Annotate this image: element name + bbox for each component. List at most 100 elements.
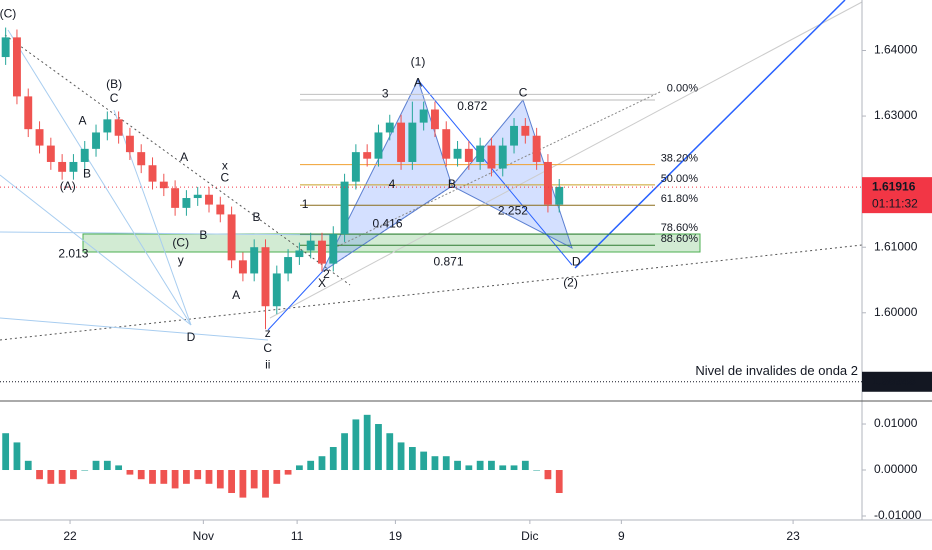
candle-body: [464, 148, 473, 162]
pitchfork-line: [0, 231, 331, 236]
histogram-bar: [408, 447, 416, 471]
x-tick-label: 11: [291, 529, 304, 543]
candle-body: [272, 273, 281, 307]
histogram-bar: [420, 451, 428, 471]
histogram-bar: [239, 470, 247, 498]
y-tick-label: 1.63000: [874, 108, 918, 122]
candle-body: [159, 181, 168, 189]
wave-label: A: [78, 113, 86, 127]
wave-label: B: [448, 177, 456, 191]
trend-line: [329, 91, 661, 251]
wave-label: 1: [302, 197, 309, 211]
candle-body: [46, 145, 55, 162]
candle-body: [58, 161, 67, 172]
candle-body: [103, 119, 112, 133]
wave-label: C: [110, 91, 119, 105]
wave-label: D: [572, 254, 581, 268]
histogram-bar: [262, 470, 269, 498]
wave-label: 0.416: [372, 216, 402, 230]
pitchfork-line: [0, 317, 269, 341]
wave-line: [267, 271, 323, 331]
histogram-bar: [386, 433, 394, 471]
histogram-bar: [2, 433, 10, 471]
candle-body: [238, 260, 247, 274]
candle-body: [250, 247, 259, 274]
candle-body: [80, 148, 89, 162]
histogram-bar: [341, 433, 348, 471]
last-price-label: 1.61916: [872, 179, 916, 193]
histogram-bar: [13, 442, 21, 471]
trend-line: [4, 34, 351, 286]
histogram-bar: [160, 470, 168, 484]
wave-label: (2): [563, 275, 578, 289]
histogram-bar: [250, 470, 258, 489]
histogram-bar: [533, 470, 541, 471]
wave-label: A: [414, 75, 422, 89]
y-tick-label: 1.61000: [874, 239, 918, 253]
wave-label: C: [220, 171, 229, 185]
wave-label: x: [222, 159, 228, 173]
wave-label: (C): [0, 7, 16, 21]
candle-body: [182, 198, 191, 208]
histogram-bar: [183, 470, 190, 484]
histogram-bar: [488, 460, 495, 471]
wave-label: B: [83, 167, 91, 181]
candle-body: [12, 37, 21, 97]
pitchfork-line: [0, 174, 192, 326]
histogram-bar: [70, 470, 77, 480]
wave-label: 2.252: [498, 203, 528, 217]
candle-body: [24, 96, 33, 130]
candle-body: [318, 240, 326, 264]
histogram-bar: [544, 470, 552, 480]
histogram-bar: [318, 456, 326, 471]
x-tick-label: Dic: [521, 529, 538, 543]
histogram-bar: [149, 470, 156, 484]
histogram-bar: [137, 470, 145, 480]
wave-label: (C): [172, 235, 189, 249]
fib-label: 61.80%: [661, 193, 699, 205]
wave-label: 0.871: [433, 254, 463, 268]
histogram-bar: [216, 470, 224, 489]
histogram-bar: [205, 470, 213, 484]
candle-body: [442, 129, 451, 159]
histogram-bar: [228, 470, 235, 494]
candle-body: [453, 148, 462, 159]
candle-body: [476, 145, 485, 162]
wave-label: D: [187, 330, 196, 344]
candle-body: [227, 214, 236, 261]
candle-body: [329, 234, 338, 264]
x-tick-label: 9: [618, 529, 625, 543]
wave-label: 3: [382, 87, 389, 101]
candle-body: [419, 109, 428, 123]
histogram-bar: [115, 465, 123, 471]
candle-body: [137, 152, 146, 166]
wave-label: 2: [323, 267, 330, 281]
wave-label: A: [180, 150, 188, 164]
y-tick-label: 0.00000: [874, 462, 918, 476]
price-tag-label: 1.58948: [872, 374, 916, 388]
candle-body: [543, 161, 552, 205]
x-tick-label: 23: [786, 529, 800, 543]
candle-body: [521, 125, 530, 136]
histogram-bar: [499, 465, 507, 471]
candle-body: [351, 152, 360, 182]
histogram-bar: [126, 470, 134, 475]
wave-label: y: [178, 253, 184, 267]
histogram-bar: [295, 465, 303, 471]
candle-body: [510, 125, 518, 146]
x-tick-label: 19: [389, 529, 403, 543]
histogram-bar: [510, 465, 518, 471]
projection-line: [574, 0, 846, 269]
wave-label: ii: [265, 357, 270, 371]
histogram-bar: [442, 456, 450, 471]
candle-body: [261, 247, 270, 307]
drawings: [0, 0, 863, 341]
pitchfork-line: [7, 29, 192, 326]
histogram-bar: [171, 470, 179, 489]
candle-body: [69, 161, 78, 172]
candle-body: [125, 135, 134, 153]
wave-label: X: [318, 276, 326, 290]
histogram-bar: [329, 447, 337, 471]
